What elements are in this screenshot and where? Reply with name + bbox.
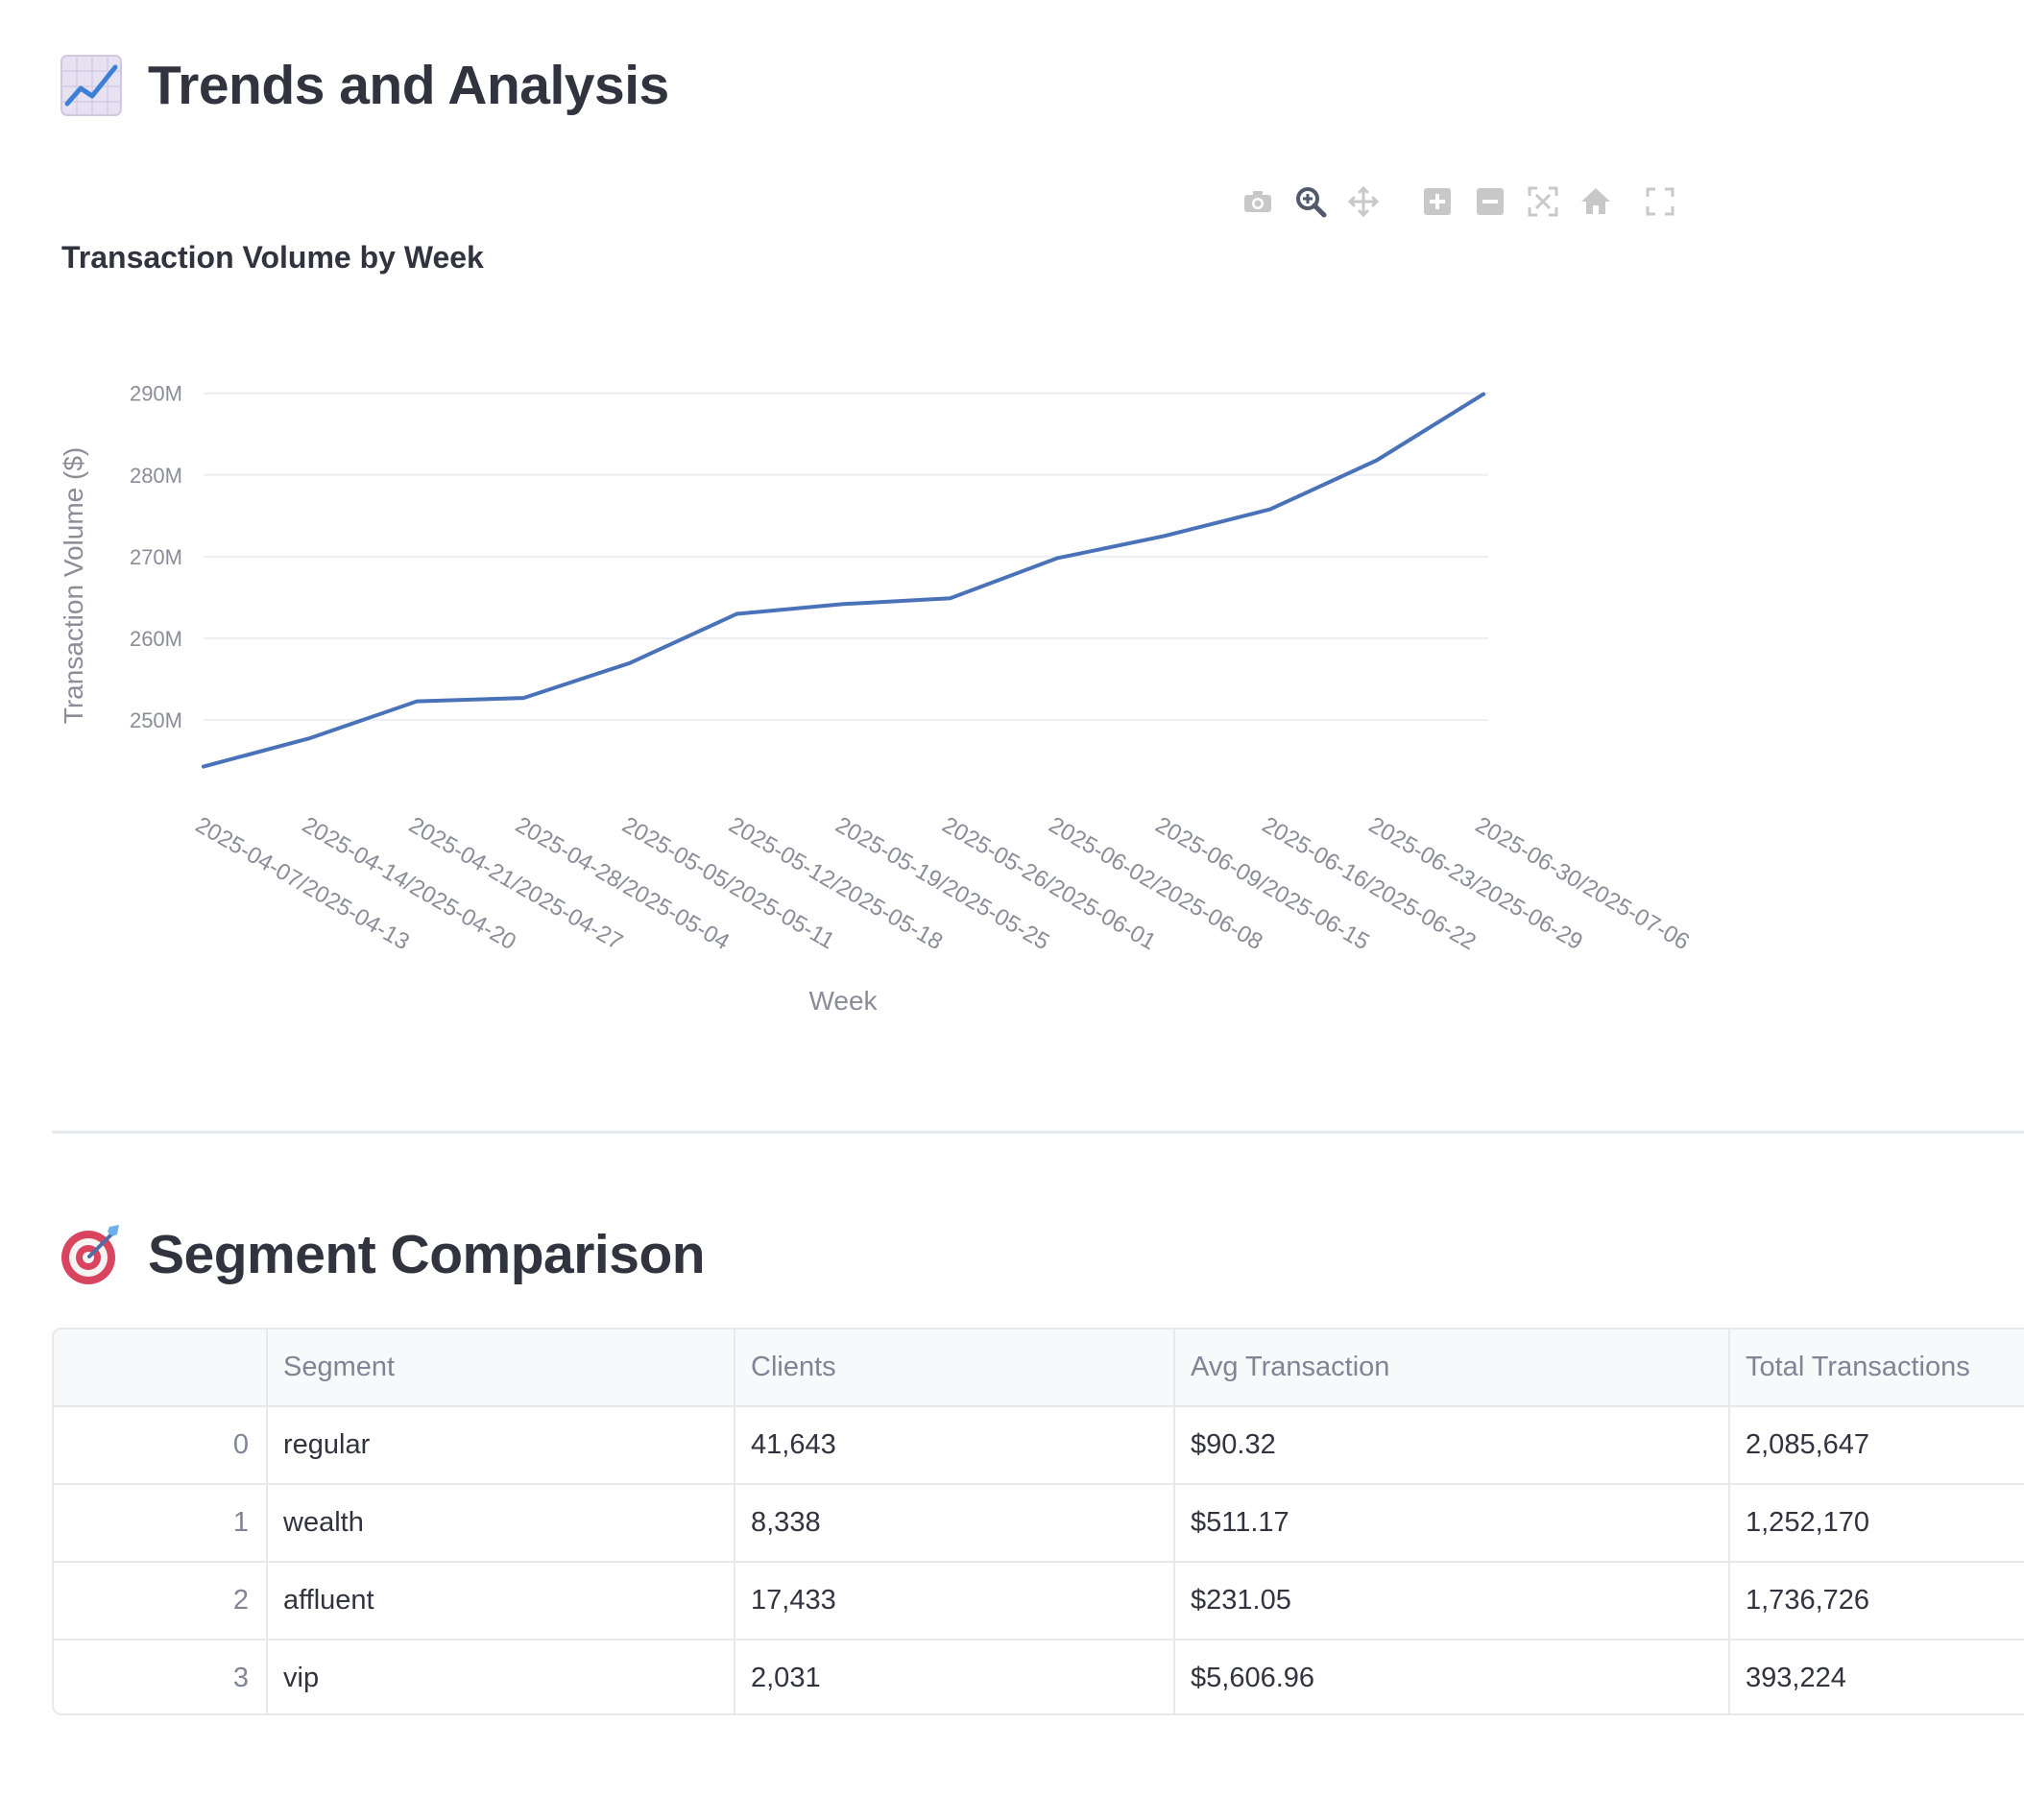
data-point[interactable] xyxy=(729,606,744,621)
series-line xyxy=(202,392,1485,769)
pan-button[interactable] xyxy=(1344,182,1383,221)
data-point[interactable] xyxy=(1369,452,1385,467)
zoom-button[interactable] xyxy=(1291,182,1330,221)
y-tick-label: 260M xyxy=(130,627,182,651)
data-point[interactable] xyxy=(1049,551,1065,566)
direct-hit-icon xyxy=(61,1225,119,1284)
column-header-index[interactable] xyxy=(54,1329,268,1407)
cell-segment[interactable]: regular xyxy=(267,1406,735,1485)
fullscreen-icon xyxy=(1646,187,1675,216)
camera-icon xyxy=(1244,191,1271,212)
pan-icon xyxy=(1347,185,1380,218)
chart-increasing-icon xyxy=(60,55,122,116)
camera-button[interactable] xyxy=(1239,182,1277,221)
cell-segment[interactable]: affluent xyxy=(267,1562,735,1640)
segment-table[interactable]: Segment Clients Avg Transaction Total Tr… xyxy=(52,1328,2024,1715)
zoom-out-icon xyxy=(1477,188,1504,215)
cell-avg-transaction[interactable]: $5,606.96 xyxy=(1174,1640,1730,1713)
table-row[interactable]: 2 affluent 17,433 $231.05 1,736,726 xyxy=(54,1562,2024,1640)
data-point[interactable] xyxy=(1263,502,1278,517)
reset-axes-button[interactable] xyxy=(1577,182,1615,221)
data-point[interactable] xyxy=(943,590,958,606)
x-axis-label: Week xyxy=(808,986,878,1016)
table-row[interactable]: 3 vip 2,031 $5,606.96 393,224 xyxy=(54,1640,2024,1713)
zoom-in-button[interactable] xyxy=(1418,182,1457,221)
table-header-row: Segment Clients Avg Transaction Total Tr… xyxy=(54,1329,2024,1407)
data-point[interactable] xyxy=(622,656,638,671)
cell-total-transactions[interactable]: 393,224 xyxy=(1729,1640,2024,1713)
row-index: 1 xyxy=(54,1484,268,1563)
cell-clients[interactable]: 8,338 xyxy=(735,1484,1175,1563)
fullscreen-button[interactable] xyxy=(1641,182,1679,221)
y-tick-label: 250M xyxy=(130,708,182,732)
data-point[interactable] xyxy=(302,730,318,746)
data-point[interactable] xyxy=(836,596,852,611)
data-point[interactable] xyxy=(409,694,424,709)
cell-avg-transaction[interactable]: $511.17 xyxy=(1174,1484,1730,1563)
data-point[interactable] xyxy=(1156,529,1171,544)
column-header-clients[interactable]: Clients xyxy=(735,1329,1175,1407)
table-row[interactable]: 0 regular 41,643 $90.32 2,085,647 xyxy=(54,1406,2024,1485)
chart-modebar xyxy=(1239,182,1694,221)
cell-total-transactions[interactable]: 2,085,647 xyxy=(1729,1406,2024,1485)
cell-clients[interactable]: 41,643 xyxy=(735,1406,1175,1485)
section-divider xyxy=(52,1131,2024,1134)
column-header-avg-transaction[interactable]: Avg Transaction xyxy=(1174,1329,1730,1407)
cell-segment[interactable]: vip xyxy=(267,1640,735,1713)
zoom-in-icon xyxy=(1424,188,1451,215)
y-tick-label: 290M xyxy=(130,382,182,406)
y-axis-label: Transaction Volume ($) xyxy=(59,447,88,724)
row-index: 0 xyxy=(54,1406,268,1485)
cell-clients[interactable]: 17,433 xyxy=(735,1562,1175,1640)
table-row[interactable]: 1 wealth 8,338 $511.17 1,252,170 xyxy=(54,1484,2024,1563)
data-point[interactable] xyxy=(516,690,531,706)
home-icon xyxy=(1581,188,1610,214)
y-tick-label: 280M xyxy=(130,464,182,488)
cell-total-transactions[interactable]: 1,736,726 xyxy=(1729,1562,2024,1640)
column-header-segment[interactable]: Segment xyxy=(267,1329,735,1407)
row-index: 3 xyxy=(54,1640,268,1713)
page-title: Trends and Analysis xyxy=(148,55,669,116)
section-title: Segment Comparison xyxy=(148,1224,706,1285)
y-tick-label: 270M xyxy=(130,545,182,569)
cell-avg-transaction[interactable]: $231.05 xyxy=(1174,1562,1730,1640)
cell-segment[interactable]: wealth xyxy=(267,1484,735,1563)
cell-total-transactions[interactable]: 1,252,170 xyxy=(1729,1484,2024,1563)
zoom-icon xyxy=(1296,187,1327,218)
cell-clients[interactable]: 2,031 xyxy=(735,1640,1175,1713)
chart-title: Transaction Volume by Week xyxy=(61,240,484,275)
trends-header: Trends and Analysis xyxy=(60,54,669,117)
zoom-out-button[interactable] xyxy=(1471,182,1509,221)
autoscale-button[interactable] xyxy=(1524,182,1562,221)
data-point[interactable] xyxy=(1476,387,1491,402)
autoscale-icon xyxy=(1528,186,1558,217)
data-point[interactable] xyxy=(196,759,211,775)
segment-header: Segment Comparison xyxy=(60,1223,706,1286)
row-index: 2 xyxy=(54,1562,268,1640)
cell-avg-transaction[interactable]: $90.32 xyxy=(1174,1406,1730,1485)
column-header-total-transactions[interactable]: Total Transactions xyxy=(1729,1329,2024,1407)
